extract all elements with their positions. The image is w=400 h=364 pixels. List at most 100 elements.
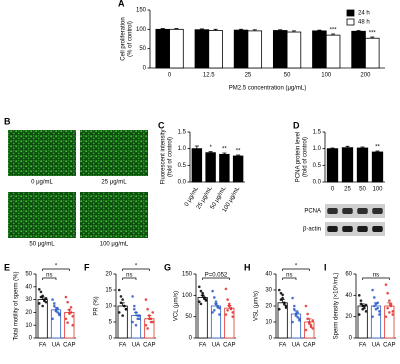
data-point [389, 304, 393, 308]
panel-label: H [244, 262, 251, 272]
y-tick-label: 30 [265, 288, 272, 294]
blot-band [357, 208, 368, 214]
error-bar [200, 294, 205, 298]
data-point [371, 315, 374, 318]
data-point [43, 299, 46, 303]
data-point [291, 296, 294, 300]
error-bar [370, 36, 375, 39]
bar [326, 148, 339, 183]
error-bar [280, 299, 285, 303]
data-point [123, 304, 126, 308]
data-point [213, 308, 216, 312]
data-point [306, 312, 309, 316]
data-point [64, 295, 68, 299]
data-point [373, 296, 376, 299]
x-tick-label: UA [52, 343, 60, 349]
y-axis-label: Total motility of sperm (%) [14, 271, 20, 340]
data-point [384, 315, 388, 318]
blot-background [325, 204, 385, 218]
blot-band [327, 226, 338, 232]
y-tick-label: 150 [136, 8, 147, 14]
x-tick-label: UA [132, 343, 140, 349]
x-axis-label: PM2.5 concentration (μg/mL) [229, 86, 307, 92]
error-bar [67, 309, 72, 313]
data-point [294, 314, 298, 317]
comparison-label: P=0.052 [205, 273, 228, 279]
data-point [56, 307, 59, 310]
legend-swatch [346, 18, 355, 26]
panel-label: A [118, 0, 125, 8]
y-tick-label: 60 [345, 272, 352, 278]
comparison-label: * [135, 264, 138, 270]
y-tick-label: 150 [182, 272, 193, 278]
data-point [378, 310, 381, 313]
error-bar [375, 150, 380, 152]
data-point [284, 306, 288, 309]
y-tick-label: 40 [25, 284, 32, 290]
data-point [211, 289, 214, 293]
panel-label: E [4, 262, 10, 272]
x-tick-label: FA [119, 343, 126, 349]
y-tick-label: 0.5 [178, 163, 187, 169]
error-bar [208, 151, 213, 153]
data-point [201, 291, 204, 295]
blot-band [372, 226, 383, 232]
error-bar [174, 28, 179, 30]
bar [272, 30, 288, 69]
data-point [151, 311, 155, 314]
significance-label: ** [236, 149, 241, 155]
bar [155, 28, 170, 69]
data-point [229, 307, 233, 311]
error-bar [134, 312, 138, 316]
y-tick-label: 0.0 [313, 180, 322, 186]
bar [365, 37, 380, 69]
bar [286, 31, 302, 69]
bar [356, 147, 369, 183]
panel-label: F [84, 262, 90, 272]
blot-label: PCNA [304, 209, 321, 215]
y-tick-label: 15 [105, 288, 112, 294]
x-tick-label: UA [212, 343, 220, 349]
data-point [68, 312, 71, 315]
x-tick-label: 100 [372, 187, 383, 193]
y-tick-label: 100 [182, 293, 193, 299]
y-tick-label: 5 [109, 320, 113, 326]
data-point [203, 297, 206, 301]
data-point [146, 307, 149, 311]
data-point [281, 293, 284, 297]
x-tick-label: 0 [168, 73, 172, 79]
data-point [53, 304, 56, 308]
data-point [214, 300, 218, 304]
y-axis-label: VCL (μm/s) [174, 291, 180, 321]
y-axis-label: (fold of control) [303, 137, 309, 177]
y-axis-label: (fold of control) [168, 137, 174, 177]
significance-label: *** [330, 28, 338, 34]
error-bar [222, 152, 227, 155]
data-point [138, 314, 141, 317]
data-point [124, 307, 128, 311]
error-bar [360, 146, 365, 148]
data-point [373, 304, 376, 308]
data-point [69, 305, 73, 309]
data-point [144, 323, 148, 327]
x-tick-label: FA [279, 343, 286, 349]
blot-label: β-actin [303, 227, 321, 233]
x-tick-label: 12.5 [203, 73, 215, 79]
y-tick-label: 20 [25, 310, 32, 316]
bar [341, 147, 354, 183]
data-point [144, 298, 148, 301]
x-tick-label: 25 [344, 187, 351, 193]
blot-band [327, 208, 338, 214]
data-point [388, 299, 391, 302]
x-tick-label: CAP [383, 343, 395, 349]
y-tick-label: 1.5 [313, 130, 322, 136]
data-point [44, 297, 48, 300]
error-bar [360, 303, 365, 306]
bar [247, 30, 263, 69]
error-bar [252, 29, 257, 31]
image-label: 100 μg/mL [100, 242, 129, 248]
data-point [378, 313, 381, 316]
y-tick-label: 40 [265, 272, 272, 278]
comparison-label: * [295, 264, 298, 270]
